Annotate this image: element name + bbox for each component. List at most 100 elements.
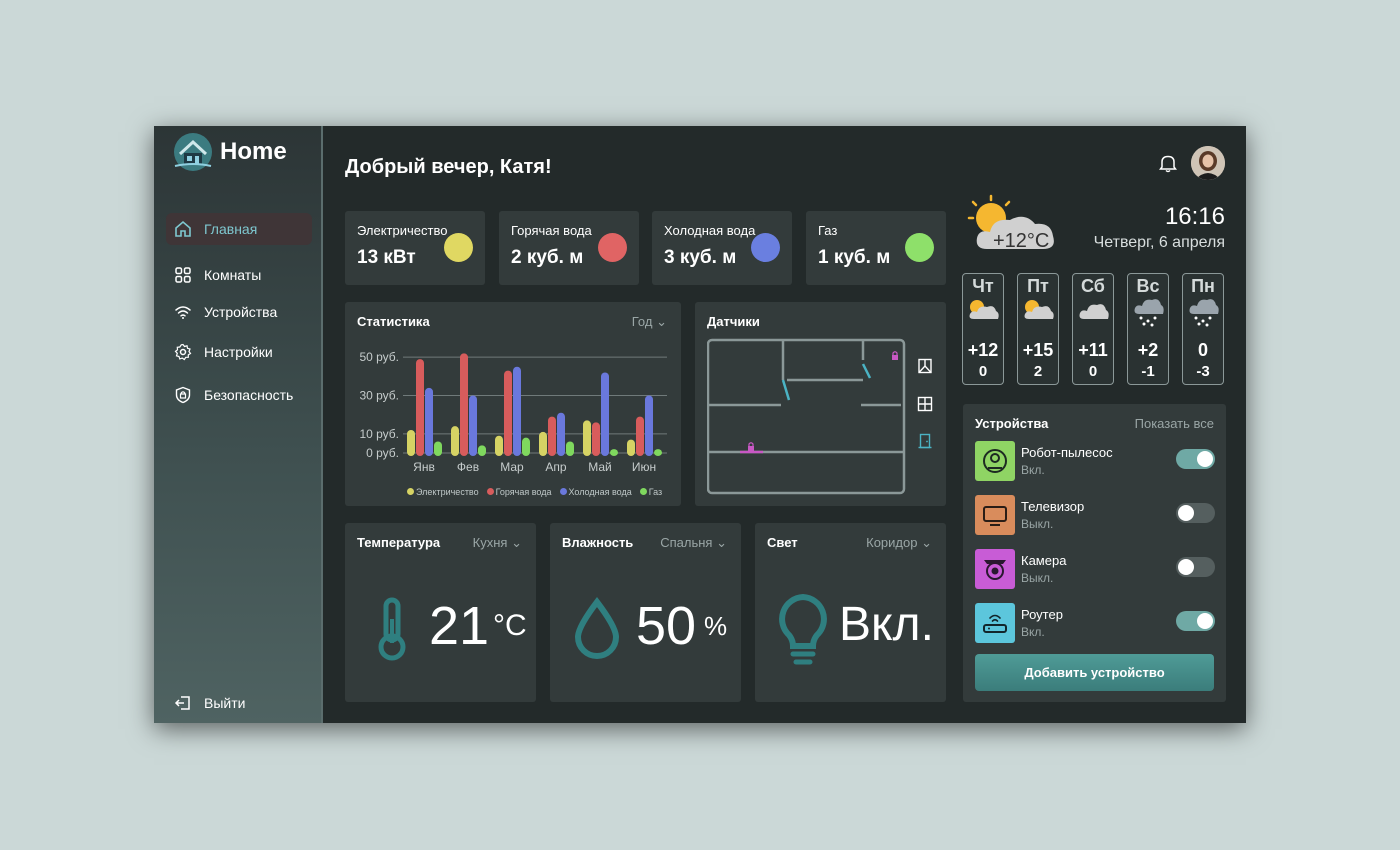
device-toggle[interactable]	[1176, 449, 1215, 469]
chart-bar	[610, 449, 618, 456]
x-tick-label: Апр	[545, 460, 567, 474]
forecast-day: Пт +15 2	[1017, 273, 1059, 385]
sidebar-item-label: Комнаты	[204, 267, 262, 283]
chart-bar	[566, 441, 574, 456]
device-state: Выкл.	[1021, 517, 1054, 531]
device-name: Роутер	[1021, 607, 1063, 622]
utility-color-dot	[598, 233, 627, 262]
add-device-button[interactable]: Добавить устройство	[975, 654, 1214, 691]
forecast-day: Вс +2 -1	[1127, 273, 1169, 385]
sidebar-item-home[interactable]: Главная	[166, 213, 312, 245]
logo: Home	[172, 132, 287, 172]
legend-dot	[559, 488, 567, 495]
forecast-high: +2	[1137, 340, 1159, 360]
forecast-day-name: Пн	[1191, 276, 1215, 296]
chart-bar	[495, 435, 503, 456]
room-select[interactable]: Кухня ⌄	[473, 535, 522, 551]
chart-bar	[407, 430, 415, 456]
light-card: Свет Коридор ⌄ Вкл.	[755, 523, 946, 702]
device-state: Выкл.	[1021, 571, 1054, 585]
chevron-down-icon: ⌄	[511, 535, 522, 550]
chart-bar	[601, 372, 609, 456]
sidebar-item-security[interactable]: Безопасность	[166, 379, 312, 411]
y-tick-label: 0 руб.	[366, 446, 399, 460]
logout-label: Выйти	[204, 695, 246, 711]
home-icon	[175, 220, 191, 237]
utility-value: 1 куб. м	[818, 247, 891, 268]
clock: 16:16	[1164, 203, 1225, 230]
utility-color-dot	[751, 233, 780, 262]
forecast-day: Чт +12 0	[962, 273, 1004, 385]
snow-cloud-icon	[1189, 299, 1219, 327]
page-title: Добрый вечер, Катя!	[345, 156, 552, 178]
device-row-tv: Телевизор Выкл.	[975, 495, 1215, 535]
statistics-chart: 0 руб. 10 руб. 30 руб. 50 руб. Янв Фев Мар Апр М…	[359, 350, 667, 474]
current-temperature: +12°C	[993, 230, 1050, 252]
room-select[interactable]: Спальня ⌄	[660, 535, 727, 551]
logout-button[interactable]: Выйти	[166, 687, 312, 719]
app-title: Home	[220, 138, 287, 165]
chart-bar	[522, 437, 530, 456]
device-toggle[interactable]	[1176, 611, 1215, 631]
humidity-title: Влажность	[562, 535, 634, 550]
device-toggle[interactable]	[1176, 503, 1215, 523]
x-tick-label: Мар	[500, 460, 524, 474]
room-value: Кухня	[472, 535, 508, 550]
legend-label: Горячая вода	[495, 487, 552, 497]
sidebar-item-label: Главная	[204, 221, 258, 237]
sensors-title: Датчики	[707, 314, 760, 329]
bell-icon[interactable]	[1157, 152, 1179, 174]
legend-label: Газ	[648, 487, 663, 497]
sidebar-item-devices[interactable]: Устройства	[166, 296, 312, 328]
devices-title: Устройства	[975, 416, 1049, 431]
chart-bar	[539, 431, 547, 456]
legend-label: Холодная вода	[568, 487, 632, 497]
utility-value: 13 кВт	[357, 247, 416, 268]
room-value: Коридор	[866, 535, 918, 550]
avatar[interactable]	[1191, 146, 1225, 180]
chevron-down-icon: ⌄	[656, 314, 667, 329]
sidebar-item-settings[interactable]: Настройки	[166, 336, 312, 368]
chart-bar	[627, 439, 635, 456]
room-select[interactable]: Коридор ⌄	[866, 535, 932, 551]
forecast-low: 0	[1088, 363, 1098, 380]
legend-item: Электричество	[407, 487, 479, 497]
show-all-link[interactable]: Показать все	[1134, 416, 1214, 431]
chevron-down-icon: ⌄	[921, 535, 932, 550]
utility-card-cold-water: Холодная вода 3 куб. м	[652, 211, 792, 285]
period-select[interactable]: Год ⌄	[632, 314, 667, 330]
floor-plan[interactable]	[707, 338, 907, 496]
forecast-day-name: Вс	[1136, 276, 1160, 296]
grid-icon	[175, 267, 191, 283]
window-sensor-icon[interactable]	[917, 358, 933, 374]
sidebar-item-rooms[interactable]: Комнаты	[166, 259, 312, 291]
legend-item: Холодная вода	[559, 487, 632, 497]
door-icon[interactable]	[917, 433, 933, 449]
chart-bar	[478, 445, 486, 456]
legend-dot	[639, 488, 647, 495]
utility-label: Электричество	[357, 223, 448, 238]
chart-bar	[557, 412, 565, 456]
date: Четверг, 6 апреля	[1093, 234, 1225, 251]
device-toggle[interactable]	[1176, 557, 1215, 577]
gear-icon	[174, 343, 192, 361]
utility-color-dot	[905, 233, 934, 262]
period-value: Год	[631, 314, 653, 329]
app-window: Home Главная Комнаты Устройства Настройк…	[154, 126, 1246, 723]
utility-value: 2 куб. м	[511, 247, 584, 268]
device-row-vacuum: Робот-пылесос Вкл.	[975, 441, 1215, 481]
y-tick-label: 50 руб.	[359, 350, 399, 364]
lock-icon	[748, 442, 754, 451]
chart-bar	[469, 395, 477, 456]
forecast-high: +12	[967, 340, 999, 360]
humidity-value: 50	[636, 596, 697, 656]
router-icon	[975, 603, 1015, 643]
camera-icon	[975, 549, 1015, 589]
forecast-day-name: Чт	[972, 276, 994, 296]
legend-dot	[486, 488, 494, 495]
forecast-low: -3	[1196, 363, 1210, 380]
partly-cloudy-icon	[969, 300, 999, 319]
chart-bar	[451, 426, 459, 456]
forecast-day-name: Пт	[1027, 276, 1049, 296]
window-grid-icon[interactable]	[917, 396, 933, 412]
